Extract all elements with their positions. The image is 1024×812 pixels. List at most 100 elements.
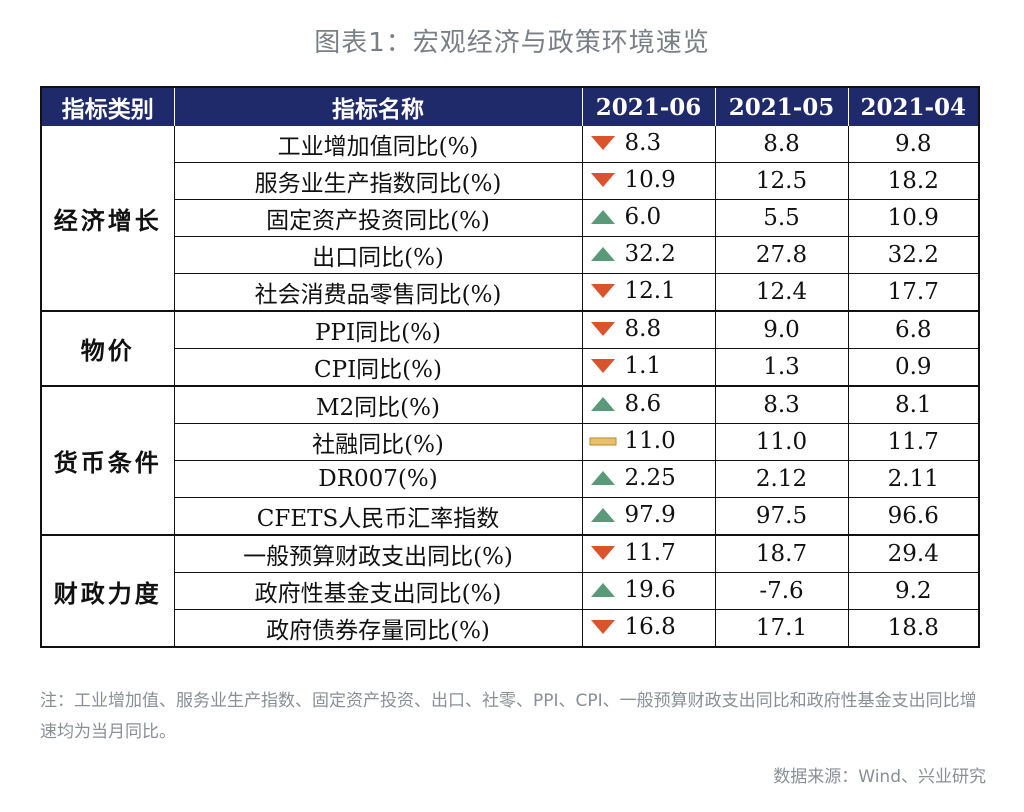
- value-text: 6.0: [624, 204, 662, 230]
- value-cell-2021-05: 8.8: [714, 126, 848, 163]
- value-text: 19.6: [624, 577, 676, 603]
- value-cell-2021-06: 8.6: [581, 385, 715, 424]
- down-triangle-icon: [589, 282, 617, 300]
- table-row: 社融同比(%) 11.0 11.0 11.7: [41, 423, 979, 461]
- value-cell-2021-04: 10.9: [847, 199, 979, 237]
- table-row: CFETS人民币汇率指数 97.9 97.5 96.6: [41, 497, 979, 535]
- indicator-name-cell: 出口同比(%): [173, 236, 582, 274]
- table-header: 指标类别 指标名称 2021-06 2021-05 2021-04: [41, 87, 979, 126]
- value-text: 11.7: [624, 540, 676, 566]
- value-cell-2021-05: 97.5: [714, 497, 848, 535]
- table-row: 政府债券存量同比(%) 16.8 17.1 18.8: [41, 609, 979, 647]
- value-cell-2021-04: 9.2: [847, 572, 979, 610]
- value-cell-2021-06: 16.8: [581, 609, 715, 647]
- header-2021-06: 2021-06: [581, 87, 715, 126]
- value-text: 97.9: [624, 502, 676, 528]
- up-triangle-icon: [589, 469, 617, 487]
- value-cell-2021-06: 97.9: [581, 497, 715, 535]
- indicator-name-cell: CFETS人民币汇率指数: [173, 497, 582, 535]
- table-row: 物价 PPI同比(%) 8.8 9.0 6.8: [41, 310, 979, 386]
- table-row: 财政力度 一般预算财政支出同比(%) 11.7 18.7 29.4: [41, 534, 979, 647]
- value-cell-2021-05: 11.0: [714, 423, 848, 461]
- table-row: 出口同比(%) 32.2 27.8 32.2: [41, 236, 979, 274]
- category-cell: 货币条件: [41, 385, 174, 535]
- header-2021-04: 2021-04: [847, 87, 979, 126]
- header-category: 指标类别: [41, 87, 174, 126]
- value-cell-2021-06: 8.8: [581, 310, 715, 349]
- value-cell-2021-04: 96.6: [847, 497, 979, 535]
- up-triangle-icon: [589, 245, 617, 263]
- value-text: 11.0: [624, 428, 676, 454]
- value-cell-2021-04: 17.7: [847, 273, 979, 311]
- indicator-name-cell: 工业增加值同比(%): [173, 126, 582, 163]
- value-cell-2021-04: 11.7: [847, 423, 979, 461]
- value-cell-2021-05: 5.5: [714, 199, 848, 237]
- up-triangle-icon: [589, 581, 617, 599]
- value-cell-2021-06: 6.0: [581, 199, 715, 237]
- value-text: 10.9: [624, 167, 676, 193]
- table-row: 经济增长 工业增加值同比(%) 8.3 8.8 9.8: [41, 126, 979, 235]
- value-text: 12.1: [624, 278, 676, 304]
- value-text: 16.8: [624, 614, 676, 640]
- indicator-name-cell: PPI同比(%): [173, 310, 582, 349]
- value-cell-2021-06: 1.1: [581, 348, 715, 386]
- value-cell-2021-06: 2.25: [581, 460, 715, 498]
- value-cell-2021-06: 8.3: [581, 126, 715, 163]
- value-text: 8.3: [624, 130, 662, 156]
- value-cell-2021-05: 2.12: [714, 460, 848, 498]
- category-cell: 财政力度: [41, 534, 174, 647]
- value-cell-2021-06: 19.6: [581, 572, 715, 610]
- indicator-name-cell: 政府债券存量同比(%): [173, 609, 582, 647]
- value-cell-2021-04: 2.11: [847, 460, 979, 498]
- value-cell-2021-05: 12.5: [714, 162, 848, 200]
- indicator-name-cell: DR007(%): [173, 460, 582, 498]
- value-cell-2021-05: 12.4: [714, 273, 848, 311]
- value-text: 1.1: [624, 353, 662, 379]
- value-cell-2021-04: 29.4: [847, 534, 979, 573]
- value-cell-2021-05: 27.8: [714, 236, 848, 274]
- value-cell-2021-06: 11.7: [581, 534, 715, 573]
- table-row: 货币条件 M2同比(%) 8.6 8.3 8.1: [41, 385, 979, 535]
- indicator-name-cell: 政府性基金支出同比(%): [173, 572, 582, 610]
- table-row: 服务业生产指数同比(%) 10.9 12.5 18.2: [41, 162, 979, 200]
- value-cell-2021-04: 9.8: [847, 126, 979, 163]
- value-cell-2021-04: 8.1: [847, 385, 979, 424]
- down-triangle-icon: [589, 134, 617, 152]
- indicator-name-cell: 社融同比(%): [173, 423, 582, 461]
- macro-table: 指标类别 指标名称 2021-06 2021-05 2021-04 经济增长 工业…: [40, 86, 980, 648]
- value-cell-2021-05: 18.7: [714, 534, 848, 573]
- value-cell-2021-05: 1.3: [714, 348, 848, 386]
- down-triangle-icon: [589, 544, 617, 562]
- indicator-name-cell: CPI同比(%): [173, 348, 582, 386]
- value-cell-2021-05: 8.3: [714, 385, 848, 424]
- header-2021-05: 2021-05: [714, 87, 848, 126]
- value-text: 8.8: [624, 316, 662, 342]
- value-cell-2021-04: 0.9: [847, 348, 979, 386]
- value-text: 8.6: [624, 391, 662, 417]
- value-text: 2.25: [624, 465, 676, 491]
- up-triangle-icon: [589, 395, 617, 413]
- down-triangle-icon: [589, 357, 617, 375]
- value-cell-2021-06: 12.1: [581, 273, 715, 311]
- value-cell-2021-04: 32.2: [847, 236, 979, 274]
- category-cell: 物价: [41, 310, 174, 386]
- value-cell-2021-04: 6.8: [847, 310, 979, 349]
- value-cell-2021-04: 18.8: [847, 609, 979, 647]
- table-row: 固定资产投资同比(%) 6.0 5.5 10.9: [41, 199, 979, 237]
- table-row: 政府性基金支出同比(%) 19.6 -7.6 9.2: [41, 572, 979, 610]
- indicator-name-cell: 社会消费品零售同比(%): [173, 273, 582, 311]
- down-triangle-icon: [589, 320, 617, 338]
- indicator-name-cell: 固定资产投资同比(%): [173, 199, 582, 237]
- up-triangle-icon: [589, 506, 617, 524]
- chart-title: 图表1：宏观经济与政策环境速览: [314, 28, 710, 58]
- table-row: CPI同比(%) 1.1 1.3 0.9: [41, 348, 979, 386]
- flat-bar-icon: [589, 432, 617, 450]
- value-cell-2021-05: -7.6: [714, 572, 848, 610]
- category-cell: 经济增长: [53, 206, 162, 235]
- indicator-name-cell: 服务业生产指数同比(%): [173, 162, 582, 200]
- value-cell-2021-06: 11.0: [581, 423, 715, 461]
- up-triangle-icon: [589, 208, 617, 226]
- value-cell-2021-06: 10.9: [581, 162, 715, 200]
- value-cell-2021-04: 18.2: [847, 162, 979, 200]
- value-cell-2021-05: 9.0: [714, 310, 848, 349]
